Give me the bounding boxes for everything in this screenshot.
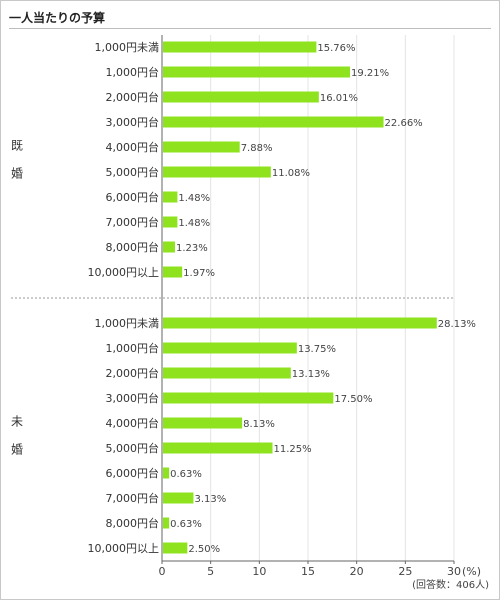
x-tick-label: 15 [301, 565, 315, 578]
value-label: 11.08% [272, 168, 310, 179]
category-label: 6,000円台 [106, 466, 160, 480]
category-label: 3,000円台 [106, 391, 160, 405]
x-unit-label: (%) [462, 565, 481, 578]
category-label: 4,000円台 [106, 416, 160, 430]
x-tick-label: 5 [207, 565, 214, 578]
category-label: 8,000円台 [106, 240, 160, 254]
category-label: 5,000円台 [106, 441, 160, 455]
value-label: 0.63% [170, 469, 202, 480]
value-label: 0.63% [170, 519, 202, 530]
value-label: 11.25% [274, 444, 312, 455]
group-label-char: 婚 [11, 443, 23, 457]
value-label: 13.13% [292, 369, 330, 380]
value-label: 3.13% [194, 494, 226, 505]
x-tick-label: 20 [350, 565, 364, 578]
category-label: 2,000円台 [106, 90, 160, 104]
bar [163, 492, 194, 504]
category-label: 7,000円台 [106, 215, 160, 229]
group-label-char: 婚 [11, 167, 23, 181]
value-label: 8.13% [243, 419, 275, 430]
x-tick-label: 30 [447, 565, 461, 578]
bar [163, 166, 271, 178]
category-label: 10,000円以上 [88, 542, 160, 555]
category-label: 5,000円台 [106, 165, 160, 179]
value-label: 17.50% [334, 394, 372, 405]
value-label: 1.48% [178, 218, 210, 229]
x-tick-label: 25 [398, 565, 412, 578]
bar [163, 241, 175, 253]
value-label: 7.88% [241, 143, 273, 154]
bar [163, 517, 170, 529]
bar [163, 191, 178, 203]
bar [163, 467, 170, 479]
bar [163, 141, 240, 153]
bar [163, 442, 273, 454]
title-divider [9, 28, 491, 29]
value-label: 28.13% [438, 319, 476, 330]
bar [163, 392, 334, 404]
category-label: 8,000円台 [106, 516, 160, 530]
x-tick-label: 10 [252, 565, 266, 578]
value-label: 13.75% [298, 344, 336, 355]
value-label: 1.48% [178, 193, 210, 204]
bar [163, 342, 297, 354]
value-label: 1.97% [183, 268, 215, 279]
category-label: 2,000円台 [106, 366, 160, 380]
bar [163, 216, 178, 228]
bar [163, 116, 384, 128]
category-label: 1,000円台 [106, 65, 160, 79]
bar [163, 317, 437, 329]
category-label: 1,000円台 [106, 341, 160, 355]
bar [163, 41, 317, 53]
category-label: 7,000円台 [106, 491, 160, 505]
category-label: 4,000円台 [106, 140, 160, 154]
value-label: 15.76% [317, 43, 355, 54]
bar [163, 367, 291, 379]
value-label: 19.21% [351, 68, 389, 79]
bar [163, 266, 183, 278]
category-label: 1,000円未満 [95, 317, 160, 330]
group-label-char: 未 [11, 415, 23, 429]
value-label: 16.01% [320, 93, 358, 104]
chart-title: 一人当たりの予算 [9, 11, 106, 25]
bar [163, 91, 319, 103]
value-label: 22.66% [385, 118, 423, 129]
bar [163, 542, 188, 554]
group-label-char: 既 [11, 139, 23, 153]
x-tick-label: 0 [159, 565, 166, 578]
bar [163, 417, 243, 429]
respondent-note: (回答数：406人) [412, 578, 489, 591]
category-label: 6,000円台 [106, 190, 160, 204]
category-label: 10,000円以上 [88, 266, 160, 279]
value-label: 1.23% [176, 243, 208, 254]
value-label: 2.50% [188, 544, 220, 555]
bar [163, 66, 350, 78]
category-label: 1,000円未満 [95, 41, 160, 54]
category-label: 3,000円台 [106, 115, 160, 129]
